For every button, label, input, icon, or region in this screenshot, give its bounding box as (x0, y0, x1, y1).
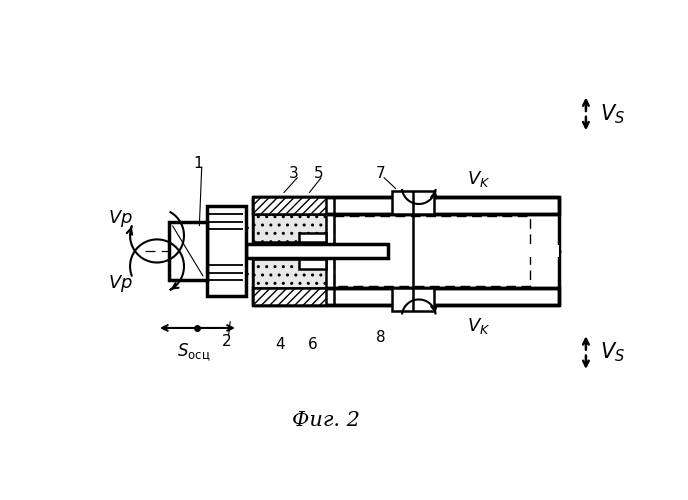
Text: $Vp$: $Vp$ (107, 208, 133, 229)
Bar (299, 260, 326, 268)
Bar (334, 216, 530, 250)
Text: $S_{\rm осц}$: $S_{\rm осц}$ (177, 342, 211, 363)
Text: $Vp$: $Vp$ (107, 273, 133, 294)
Text: 4: 4 (275, 338, 285, 352)
Text: 8: 8 (376, 330, 385, 344)
Bar (388, 245, 559, 257)
Bar (299, 233, 326, 242)
Text: $V_K$: $V_K$ (466, 170, 490, 190)
Bar (299, 233, 326, 242)
Bar (253, 214, 326, 242)
Bar (253, 214, 559, 288)
Bar (299, 260, 326, 268)
Bar (334, 252, 530, 286)
Text: 6: 6 (308, 338, 317, 352)
Bar (169, 222, 207, 280)
Text: $V_S$: $V_S$ (600, 102, 625, 126)
Text: 5: 5 (314, 166, 323, 182)
Text: $V_K$: $V_K$ (466, 316, 490, 336)
Text: $V_S$: $V_S$ (600, 341, 625, 364)
Text: Фиг. 2: Фиг. 2 (292, 411, 361, 430)
Bar (392, 191, 434, 214)
Bar (392, 288, 434, 311)
Bar (207, 206, 246, 296)
Text: 2: 2 (222, 334, 231, 348)
Text: 3: 3 (289, 166, 299, 182)
Bar (253, 197, 559, 214)
Text: 7: 7 (376, 166, 385, 182)
Bar (253, 260, 326, 288)
Bar (253, 288, 559, 305)
Bar (253, 288, 326, 305)
Bar (246, 244, 388, 258)
Text: 1: 1 (193, 156, 203, 172)
Bar (253, 197, 326, 214)
